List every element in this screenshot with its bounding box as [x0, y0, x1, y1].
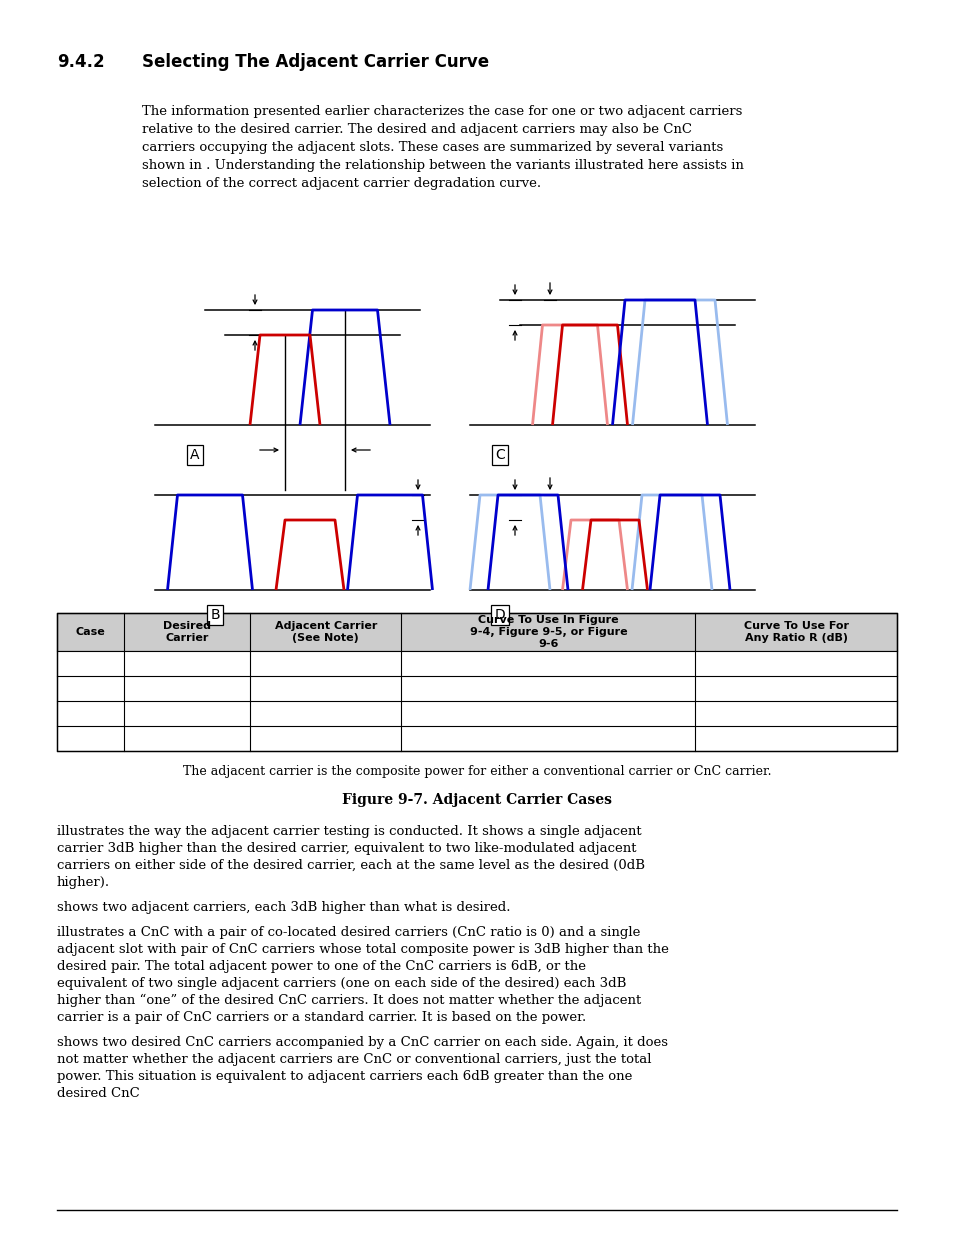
Text: illustrates the way the adjacent carrier testing is conducted. It shows a single: illustrates the way the adjacent carrier…	[57, 825, 641, 839]
Text: higher than “one” of the desired CnC carriers. It does not matter whether the ad: higher than “one” of the desired CnC car…	[57, 994, 640, 1008]
Text: desired CnC: desired CnC	[57, 1087, 139, 1100]
Text: A: A	[190, 448, 199, 462]
Text: Figure 9-7. Adjacent Carrier Cases: Figure 9-7. Adjacent Carrier Cases	[341, 793, 612, 806]
Bar	[57, 651, 896, 676]
Text: power. This situation is equivalent to adjacent carriers each 6dB greater than t: power. This situation is equivalent to a…	[57, 1070, 632, 1083]
Bar	[57, 613, 896, 651]
Text: The information presented earlier characterizes the case for one or two adjacent: The information presented earlier charac…	[142, 105, 741, 119]
Text: equivalent of two single adjacent carriers (one on each side of the desired) eac: equivalent of two single adjacent carrie…	[57, 977, 626, 990]
Text: higher).: higher).	[57, 876, 110, 889]
Text: selection of the correct adjacent carrier degradation curve.: selection of the correct adjacent carrie…	[142, 177, 540, 190]
Bar	[57, 676, 896, 701]
Text: C: C	[495, 448, 504, 462]
Text: shows two desired CnC carriers accompanied by a CnC carrier on each side. Again,: shows two desired CnC carriers accompani…	[57, 1036, 667, 1049]
Text: shows two adjacent carriers, each 3dB higher than what is desired.: shows two adjacent carriers, each 3dB hi…	[57, 902, 510, 914]
Text: The adjacent carrier is the composite power for either a conventional carrier or: The adjacent carrier is the composite po…	[183, 764, 770, 778]
Text: carrier 3dB higher than the desired carrier, equivalent to two like-modulated ad: carrier 3dB higher than the desired carr…	[57, 842, 636, 855]
Text: desired pair. The total adjacent power to one of the CnC carriers is 6dB, or the: desired pair. The total adjacent power t…	[57, 960, 585, 973]
Text: B: B	[210, 608, 219, 622]
Text: relative to the desired carrier. The desired and adjacent carriers may also be C: relative to the desired carrier. The des…	[142, 124, 691, 136]
Text: Selecting The Adjacent Carrier Curve: Selecting The Adjacent Carrier Curve	[142, 53, 489, 70]
Text: Curve To Use In Figure
9-4, Figure 9-5, or Figure
9-6: Curve To Use In Figure 9-4, Figure 9-5, …	[469, 615, 626, 650]
Text: carriers on either side of the desired carrier, each at the same level as the de: carriers on either side of the desired c…	[57, 860, 644, 872]
Text: not matter whether the adjacent carriers are CnC or conventional carriers, just : not matter whether the adjacent carriers…	[57, 1053, 651, 1066]
Text: Case: Case	[75, 627, 106, 637]
Text: carriers occupying the adjacent slots. These cases are summarized by several var: carriers occupying the adjacent slots. T…	[142, 141, 722, 154]
Text: shown in . Understanding the relationship between the variants illustrated here : shown in . Understanding the relationshi…	[142, 159, 743, 172]
Bar	[57, 701, 896, 726]
Text: Desired
Carrier: Desired Carrier	[163, 621, 211, 643]
Text: D: D	[494, 608, 505, 622]
Text: adjacent slot with pair of CnC carriers whose total composite power is 3dB highe: adjacent slot with pair of CnC carriers …	[57, 944, 668, 956]
Text: 9.4.2: 9.4.2	[57, 53, 105, 70]
Text: Adjacent Carrier
(See Note): Adjacent Carrier (See Note)	[274, 621, 376, 643]
Bar	[57, 613, 896, 751]
Bar	[57, 726, 896, 751]
Text: illustrates a CnC with a pair of co-located desired carriers (CnC ratio is 0) an: illustrates a CnC with a pair of co-loca…	[57, 926, 639, 939]
Text: carrier is a pair of CnC carriers or a standard carrier. It is based on the powe: carrier is a pair of CnC carriers or a s…	[57, 1011, 586, 1024]
Text: Curve To Use For
Any Ratio R (dB): Curve To Use For Any Ratio R (dB)	[743, 621, 848, 643]
